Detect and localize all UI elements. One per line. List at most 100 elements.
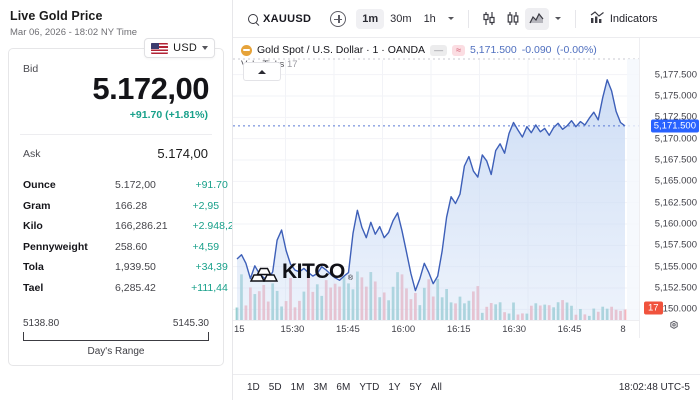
chart-bottom-bar: 1D 5D 1M 3M 6M YTD 1Y 5Y All 18:02:48 UTC-5 [233, 374, 700, 400]
time-axis-tick: 16:30 [502, 324, 527, 335]
divider [20, 134, 212, 135]
unit-label: Ounce [23, 179, 56, 192]
chart-area[interactable]: Gold Spot / U.S. Dollar · 1 · OANDA — ≈ … [233, 38, 700, 338]
gear-icon[interactable] [667, 320, 681, 334]
price-axis-tick: 5,162.500 [654, 197, 697, 209]
ask-row: Ask 5.174,00 [9, 135, 223, 161]
price-axis-tick: 5,160.000 [654, 218, 697, 230]
candlestick-type-icon[interactable] [477, 8, 501, 30]
table-row: Pennyweight 258.60 +4,59 [23, 237, 219, 258]
search-icon [248, 13, 258, 24]
metals-table: Ounce 5.172,00 +91.70 Gram 166.28 +2,95 … [9, 175, 240, 299]
area-chart-type-icon[interactable] [524, 7, 549, 30]
unit-price: 6,285.42 [115, 281, 156, 294]
legend-chip-pink[interactable]: ≈ [452, 44, 466, 56]
time-range-all[interactable]: All [430, 382, 442, 393]
unit-price: 258.60 [115, 240, 148, 253]
time-range-buttons: 1D 5D 1M 3M 6M YTD 1Y 5Y All [247, 382, 442, 393]
price-axis-tick: 5,155.000 [654, 261, 697, 273]
unit-change: +2.948,22 [192, 220, 240, 233]
volume-badge: 17 [644, 301, 663, 315]
unit-change: +111,44 [191, 281, 228, 294]
time-range-3m[interactable]: 3M [313, 382, 328, 393]
time-range-5y[interactable]: 5Y [409, 382, 422, 393]
price-axis-tick: 5,175.000 [654, 90, 697, 102]
symbol-search-button[interactable]: XAUUSD [241, 9, 318, 29]
time-axis-tick: 15:30 [280, 324, 305, 335]
timeframe-chevron-down-icon[interactable] [447, 17, 454, 20]
days-range: 5138.80 5145.30 Day's Range [9, 318, 223, 357]
page-title: Live Gold Price [10, 9, 103, 23]
unit-label: Gram [23, 199, 51, 212]
price-axis-tick: 5,167.500 [654, 154, 697, 166]
time-range-1d[interactable]: 1D [247, 382, 260, 393]
collapse-pane-button[interactable] [243, 62, 281, 81]
gold-coin-icon [241, 44, 252, 56]
table-row: Ounce 5.172,00 +91.70 [23, 175, 228, 196]
indicators-label: Indicators [609, 12, 658, 25]
chevron-up-icon [258, 69, 266, 74]
unit-label: Kilo [23, 220, 43, 233]
price-axis-tick: 5,170.000 [654, 133, 697, 145]
time-range-5d[interactable]: 5D [268, 382, 282, 393]
unit-label: Tael [23, 281, 44, 294]
time-axis-tick: 15 [234, 324, 245, 335]
unit-price: 166.28 [115, 199, 148, 212]
bid-price: 5.172,00 [92, 71, 209, 106]
time-range-1y[interactable]: 1Y [388, 382, 401, 393]
time-axis-tick: 16:45 [557, 324, 582, 335]
table-row: Tael 6,285.42 +111,44 [23, 278, 228, 299]
unit-change: +91.70 [195, 179, 228, 192]
timeframe-1h[interactable]: 1h [423, 12, 436, 25]
current-price-badge: 5,171.500 [650, 119, 699, 133]
divider [574, 9, 576, 28]
bid-label: Bid [23, 63, 39, 75]
time-range-ytd[interactable]: YTD [359, 382, 380, 393]
unit-price: 166,286.21 [115, 220, 168, 233]
kitco-wordmark: KITCO [282, 260, 345, 283]
chart-title: Gold Spot / U.S. Dollar · 1 · OANDA [257, 44, 426, 56]
price-axis-tick: 5,165.000 [654, 175, 697, 187]
unit-price: 1,939.50 [115, 261, 156, 274]
gold-bars-icon [249, 267, 279, 282]
plus-circle-icon[interactable] [330, 10, 347, 27]
legend-change-pct: (-0.00%) [556, 44, 597, 56]
indicators-icon [590, 10, 605, 27]
range-bracket [23, 332, 209, 341]
table-row: Gram 166.28 +2,95 [23, 196, 219, 217]
currency-code: USD [173, 42, 197, 54]
table-row: Kilo 166,286.21 +2.948,22 [23, 216, 240, 237]
timeframe-1m[interactable]: 1m [356, 8, 385, 29]
bar-type-icon[interactable] [501, 8, 525, 30]
symbol-label: XAUUSD [263, 12, 312, 25]
clock-label: 18:02:48 UTC-5 [618, 382, 690, 393]
legend-change-abs: -0.090 [521, 44, 552, 56]
range-high: 5145.30 [172, 318, 209, 329]
time-axis-tick: 16:15 [446, 324, 471, 335]
timeframe-30m[interactable]: 30m [390, 12, 412, 25]
timestamp-label: Mar 06, 2026 - 18:02 NY Time [10, 27, 138, 38]
table-row: Tola 1,939.50 +34,39 [23, 257, 228, 278]
time-axis-tick: 15:45 [335, 324, 360, 335]
unit-label: Pennyweight [23, 240, 88, 253]
price-axis[interactable]: 5,177.500 5,175.000 5,172.500 5,170.000 5,16… [639, 38, 700, 338]
range-caption: Day's Range [87, 346, 145, 357]
unit-change: +2,95 [192, 199, 220, 212]
legend-last-price: 5,171.500 [470, 44, 517, 56]
unit-label: Tola [23, 261, 44, 274]
legend-chip-gray[interactable]: — [430, 44, 448, 56]
chart-legend: Gold Spot / U.S. Dollar · 1 · OANDA — ≈ … [241, 44, 597, 70]
unit-price: 5.172,00 [115, 179, 156, 192]
kitco-watermark: KITCO ® [249, 260, 353, 283]
chart-toolbar: XAUUSD 1m 30m 1h [233, 0, 700, 38]
price-plot[interactable] [233, 38, 700, 338]
chevron-down-icon [202, 46, 208, 50]
time-range-1m[interactable]: 1M [290, 382, 305, 393]
currency-selector[interactable]: USD [144, 38, 215, 58]
time-axis[interactable]: 15 15:30 15:45 16:00 16:15 16:30 16:45 8 [233, 320, 639, 338]
time-range-6m[interactable]: 6M [336, 382, 351, 393]
chart-type-chevron-down-icon[interactable] [554, 17, 561, 20]
price-card: USD Bid 5.172,00 +91.70 (+1.81%) Ask 5.1… [8, 38, 240, 366]
indicators-button[interactable]: Indicators [584, 7, 664, 31]
left-price-panel: Live Gold Price Mar 06, 2026 - 18:02 NY … [0, 0, 240, 400]
